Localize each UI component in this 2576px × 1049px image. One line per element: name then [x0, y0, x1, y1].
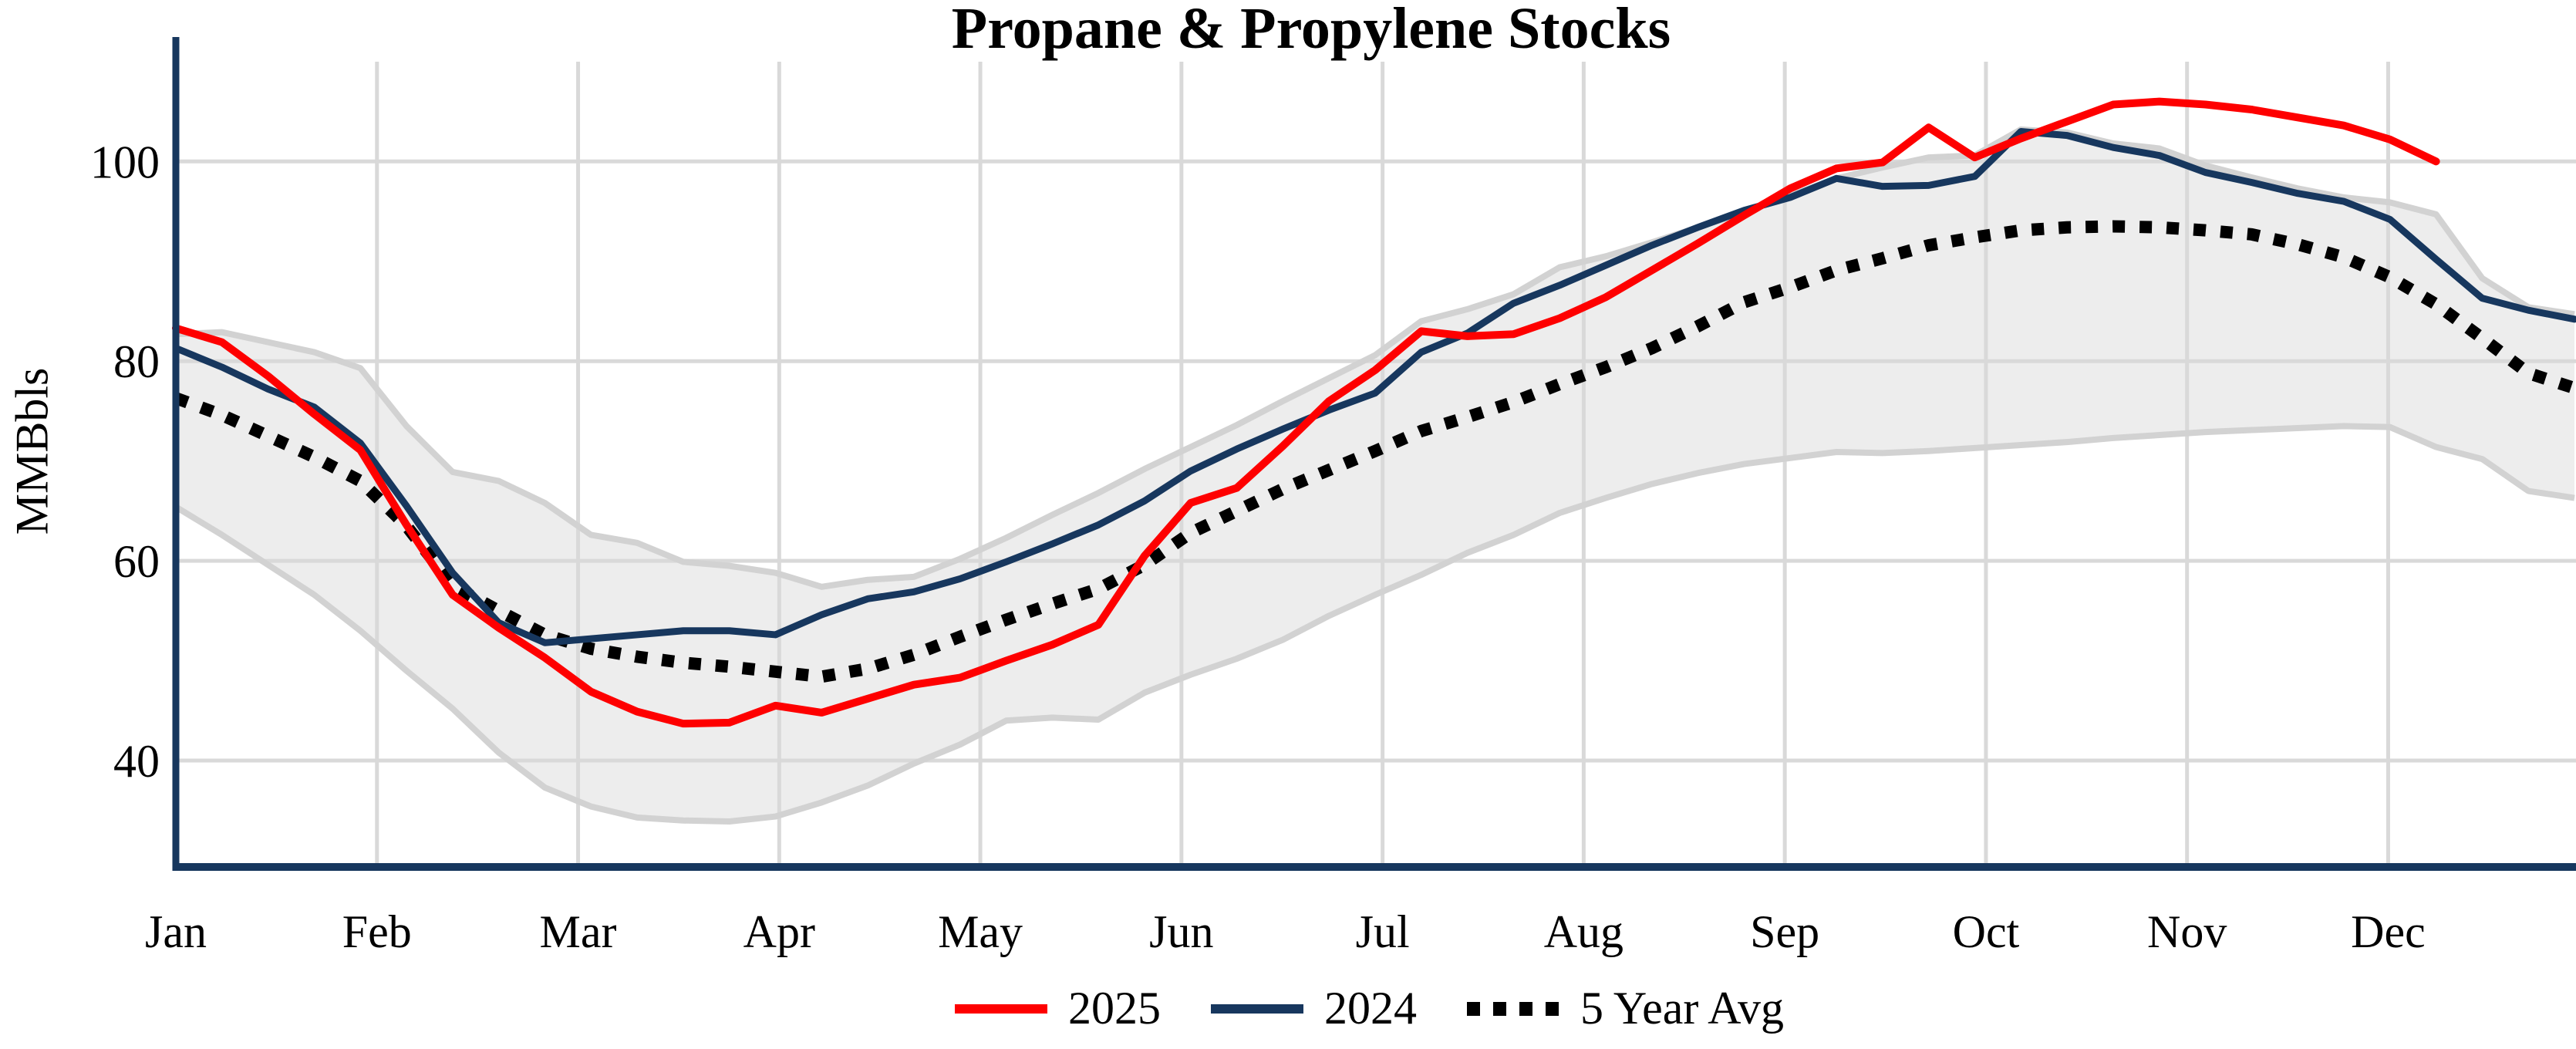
band-max-edge — [175, 126, 2575, 590]
legend-item-2024: 2024 — [1210, 982, 1417, 1035]
x-month-label-mar: Mar — [540, 906, 617, 957]
x-month-label-nov: Nov — [2147, 906, 2227, 957]
y-tick-label-60: 60 — [113, 536, 160, 587]
x-month-label-dec: Dec — [2351, 906, 2426, 957]
series-5-year-avg-line — [174, 220, 2576, 683]
dotted-line-swatch-icon — [1467, 1001, 1560, 1016]
x-month-label-oct: Oct — [1953, 906, 2020, 957]
chart-title: Propane & Propylene Stocks — [951, 0, 1671, 61]
x-month-label-apr: Apr — [743, 906, 815, 957]
solid-line-swatch-icon — [955, 1003, 1048, 1014]
legend-item-2025: 2025 — [954, 982, 1161, 1035]
legend-label: 5 Year Avg — [1580, 983, 1784, 1034]
series-2024-line — [172, 127, 2576, 646]
y-tick-label-100: 100 — [90, 137, 160, 187]
x-month-label-may: May — [938, 906, 1023, 957]
chart-legend: 2025 2024 5 Year Avg — [81, 982, 2576, 1035]
solid-line-swatch-icon — [1211, 1003, 1304, 1014]
series-2025-line — [172, 97, 2440, 728]
band-min-edge — [174, 423, 2575, 825]
five-year-range-band — [176, 129, 2574, 822]
x-month-label-jun: Jun — [1149, 906, 1213, 957]
y-tick-label-40: 40 — [113, 736, 160, 787]
legend-label: 2024 — [1324, 983, 1418, 1034]
x-month-label-jan: Jan — [145, 906, 207, 957]
x-month-label-jul: Jul — [1356, 906, 1410, 957]
legend-item-5-year-avg: 5 Year Avg — [1466, 982, 1784, 1035]
x-month-label-aug: Aug — [1544, 906, 1623, 957]
y-tick-label-80: 80 — [113, 336, 160, 387]
x-month-label-sep: Sep — [1750, 906, 1819, 957]
x-month-label-feb: Feb — [342, 906, 412, 957]
legend-label: 2025 — [1068, 983, 1162, 1034]
